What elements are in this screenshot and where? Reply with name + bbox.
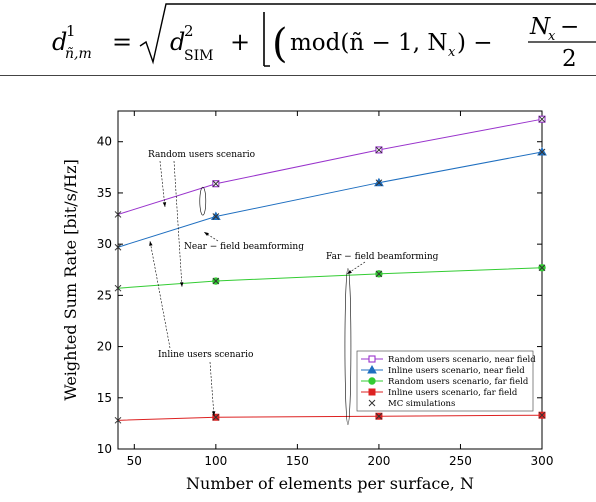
series-4 (114, 411, 546, 424)
mc-simulation-point (375, 270, 383, 278)
highlight-ellipse (199, 186, 207, 216)
series-2 (114, 146, 547, 251)
weighted-sum-rate-chart: 50 100 150 200 250 300 10 15 20 25 30 35 40 Random u… (61, 110, 554, 493)
annotation-arrow-head (179, 282, 184, 287)
annotation-label: Near − field beamforming (184, 242, 304, 252)
annotation-arrow-head (347, 269, 352, 274)
mc-simulation-point (212, 277, 220, 285)
eq-plus: + (230, 28, 250, 56)
legend-box (356, 350, 534, 412)
mc-simulation-point (538, 115, 546, 123)
annotation-arrow (159, 160, 166, 208)
y-tick-label: 10 (97, 442, 112, 456)
y-tick-label: 40 (97, 135, 112, 149)
series-line (117, 118, 543, 215)
eq-func: mod(ñ − 1, N (290, 30, 447, 56)
annotation-label: Random users scenario (148, 150, 255, 160)
floor-bracket (263, 12, 270, 67)
x-axis-label: Number of elements per surface, N (186, 474, 474, 493)
eq-equals: = (112, 28, 132, 56)
mc-simulation-point (114, 284, 122, 292)
legend-marker (367, 364, 377, 374)
series-line (117, 267, 543, 289)
legend-label: MC simulations (388, 399, 455, 409)
annotation-label: Far − field beamforming (326, 252, 439, 262)
x-tick-label: 200 (367, 454, 390, 468)
annotation-arrow-head (162, 202, 167, 207)
mc-simulation-point (212, 213, 220, 220)
legend-label: Random users scenario, near field (388, 355, 536, 365)
mc-simulation-point (538, 264, 546, 272)
annotation-arrow (173, 160, 183, 288)
x-tick-label: 300 (531, 454, 554, 468)
eq-lhs-sup: 1 (66, 22, 76, 40)
mc-simulation-point (114, 211, 122, 218)
annotation-arrow (149, 240, 171, 349)
mc-simulation-point (114, 416, 122, 424)
annotation-arrow-head (149, 241, 153, 246)
annotation-arrow-head (204, 232, 209, 236)
eq-frac-num-sub: x (548, 29, 556, 44)
sqrt-sign (139, 3, 596, 65)
y-tick-label: 35 (97, 186, 112, 200)
legend-marker (368, 377, 376, 385)
x-tick-label: 250 (449, 454, 472, 468)
eq-func-sub: x (448, 45, 456, 60)
y-tick-label: 25 (97, 288, 112, 302)
series-3 (114, 264, 546, 292)
mc-simulation-point (538, 411, 546, 419)
series-1 (114, 115, 546, 218)
big-paren: ( (272, 21, 288, 67)
x-tick-label: 100 (204, 454, 227, 468)
series-line (117, 414, 543, 421)
y-tick-label: 15 (97, 391, 112, 405)
x-tick-label: 50 (127, 454, 142, 468)
eq-func-close: ) − (457, 30, 493, 56)
equation-strip: d 1 ñ,m = d 2 SIM + ( mod(ñ − 1, N x ) −… (0, 0, 596, 75)
eq-term1-sub: SIM (184, 48, 213, 64)
axes: 50 100 150 200 250 300 10 15 20 25 30 35 40 (97, 111, 554, 468)
annotation-label: Inline users scenario (158, 350, 253, 360)
annotation-arrow (203, 231, 219, 242)
mc-simulation-point (375, 179, 383, 187)
eq-frac-num: N (529, 14, 551, 40)
mc-simulation-point (212, 180, 220, 188)
y-tick-label: 30 (97, 237, 112, 251)
legend-label: Inline users scenario, near field (388, 366, 525, 376)
highlight-ellipse (344, 268, 352, 425)
legend-label: Inline users scenario, far field (388, 388, 518, 398)
eq-lhs-sub: ñ,m (65, 46, 92, 62)
annotation-layer: Random users scenario Near − field beamfo… (148, 150, 439, 425)
y-tick-label: 20 (97, 340, 112, 354)
equation: d 1 ñ,m = d 2 SIM + ( mod(ñ − 1, N x ) −… (52, 3, 596, 72)
mc-simulation-point (375, 146, 383, 154)
y-axis-label: Weighted Sum Rate [bit/s/Hz] (61, 159, 80, 401)
eq-frac-num-tail: − (560, 14, 579, 40)
legend-marker (368, 399, 376, 407)
legend-marker (368, 388, 376, 396)
mc-simulation-point (538, 148, 546, 156)
mc-simulation-point (114, 243, 122, 251)
legend-label: Random users scenario, far field (388, 377, 529, 387)
mc-simulation-point (375, 412, 383, 420)
annotation-arrow-head (211, 411, 216, 416)
eq-term1-sup: 2 (184, 22, 194, 40)
eq-term1-base: d (170, 28, 185, 56)
legend: Random users scenario, near fieldInline … (356, 350, 536, 412)
x-tick-label: 150 (286, 454, 309, 468)
eq-frac-den: 2 (562, 46, 577, 72)
separator-line (0, 75, 596, 76)
series-line (117, 151, 543, 248)
eq-lhs-base: d (52, 28, 67, 56)
series-layer (114, 115, 547, 424)
legend-marker (368, 355, 376, 363)
